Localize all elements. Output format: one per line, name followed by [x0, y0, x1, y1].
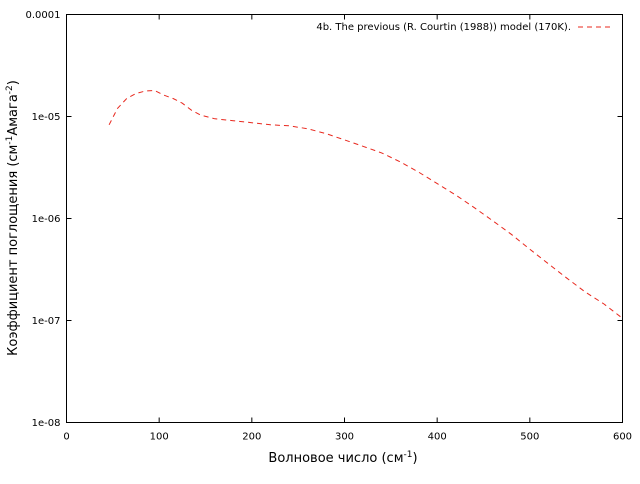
x-axis-title: Волновое число (см-1) — [268, 450, 417, 466]
y-axis-title: Коэффициент поглощения (см-1Амага-2) — [5, 80, 21, 356]
y-tick-label: 1e-05 — [32, 112, 61, 123]
x-axis-title-main: Волновое число (см — [268, 451, 403, 466]
y-tick-label: 1e-08 — [32, 418, 61, 429]
y-axis-title-superscript-2: -2 — [5, 85, 15, 94]
x-axis-ticks: 0 100 200 300 400 500 600 — [63, 14, 632, 443]
legend-entry-label: 4b. The previous (R. Courtin (1988)) mod… — [316, 22, 571, 33]
x-tick-label: 500 — [520, 432, 539, 443]
y-axis-title-part-1: Коэффициент поглощения (см — [6, 145, 21, 356]
x-tick-label: 100 — [150, 432, 169, 443]
x-axis-title-superscript: -1 — [404, 450, 413, 460]
x-tick-label: 200 — [242, 432, 261, 443]
y-tick-label: 1e-06 — [32, 214, 61, 225]
x-tick-label: 400 — [428, 432, 447, 443]
y-axis-ticks: 1e-08 1e-07 1e-06 1e-05 0.0001 — [26, 10, 623, 429]
plot-frame — [66, 14, 623, 423]
legend: 4b. The previous (R. Courtin (1988)) mod… — [316, 22, 612, 33]
x-tick-label: 600 — [613, 432, 632, 443]
series-layer — [108, 89, 623, 319]
x-tick-label: 0 — [63, 432, 69, 443]
series-line — [108, 89, 623, 319]
y-axis-title-part-2: Амага — [6, 94, 21, 135]
y-tick-label: 0.0001 — [26, 10, 61, 21]
y-tick-label: 1e-07 — [32, 316, 61, 327]
x-axis-title-end: ) — [412, 451, 417, 466]
y-axis-title-end: ) — [6, 80, 21, 85]
x-tick-label: 300 — [335, 432, 354, 443]
y-axis-title-superscript-1: -1 — [5, 136, 15, 145]
